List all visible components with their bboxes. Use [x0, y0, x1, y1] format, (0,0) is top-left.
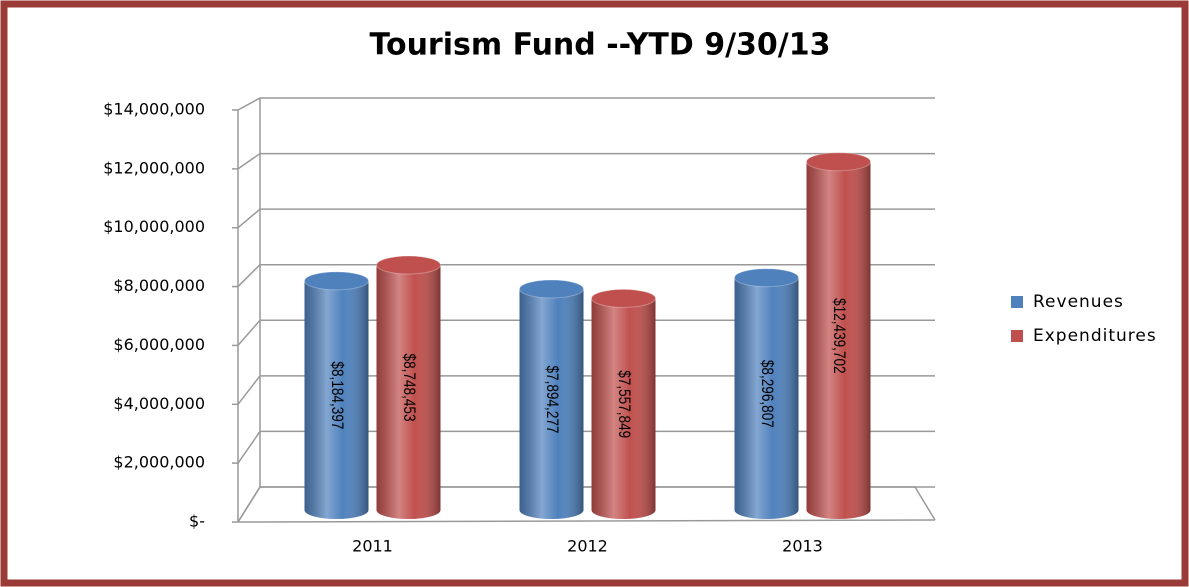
y-tick-label: $12,000,000 — [103, 158, 205, 177]
value-label: $8,184,397 — [328, 361, 347, 429]
bar-shade — [376, 265, 441, 519]
legend-label: Expenditures — [1033, 326, 1157, 346]
grid-line — [237, 97, 935, 111]
x-axis — [237, 519, 936, 523]
value-label: $12,439,702 — [830, 298, 849, 374]
bar-cap — [376, 255, 441, 275]
y-tick-label: $10,000,000 — [103, 217, 205, 236]
grid-line — [237, 486, 935, 523]
y-tick-label: $8,000,000 — [113, 276, 205, 295]
y-tick-label: $4,000,000 — [113, 394, 205, 413]
bar-cap — [591, 288, 656, 308]
legend-swatch — [1011, 296, 1023, 308]
value-label: $7,894,277 — [543, 365, 562, 433]
x-tick-label: 2013 — [782, 537, 823, 556]
value-label: $8,296,807 — [758, 360, 777, 428]
y-tick-label: $- — [189, 512, 205, 531]
x-tick-label: 2012 — [567, 537, 608, 556]
grid-line — [237, 152, 935, 170]
value-label: $7,557,849 — [615, 370, 634, 438]
bar-cap — [806, 152, 871, 172]
bar-cap — [734, 268, 799, 288]
bar-cap — [519, 279, 584, 299]
grid-line — [237, 319, 935, 346]
y-tick-label: $6,000,000 — [113, 335, 205, 354]
bar-shade — [734, 277, 799, 519]
bar-shade — [304, 280, 369, 519]
bar-shade — [806, 161, 871, 519]
chart-title: Tourism Fund --YTD 9/30/13 — [369, 28, 830, 63]
value-label: $8,748,453 — [400, 354, 419, 422]
y-tick-label: $2,000,000 — [113, 453, 205, 472]
legend-swatch — [1011, 330, 1023, 342]
bar-cap — [304, 271, 369, 291]
y-tick-label: $14,000,000 — [103, 100, 205, 119]
x-tick-label: 2011 — [352, 537, 393, 556]
grid-line — [237, 430, 935, 464]
grid-line — [237, 375, 935, 405]
bar-shade — [519, 288, 584, 519]
bar-shade — [591, 298, 656, 519]
grid-line — [237, 263, 935, 288]
legend-label: Revenues — [1033, 292, 1124, 312]
grid-line — [237, 208, 935, 229]
